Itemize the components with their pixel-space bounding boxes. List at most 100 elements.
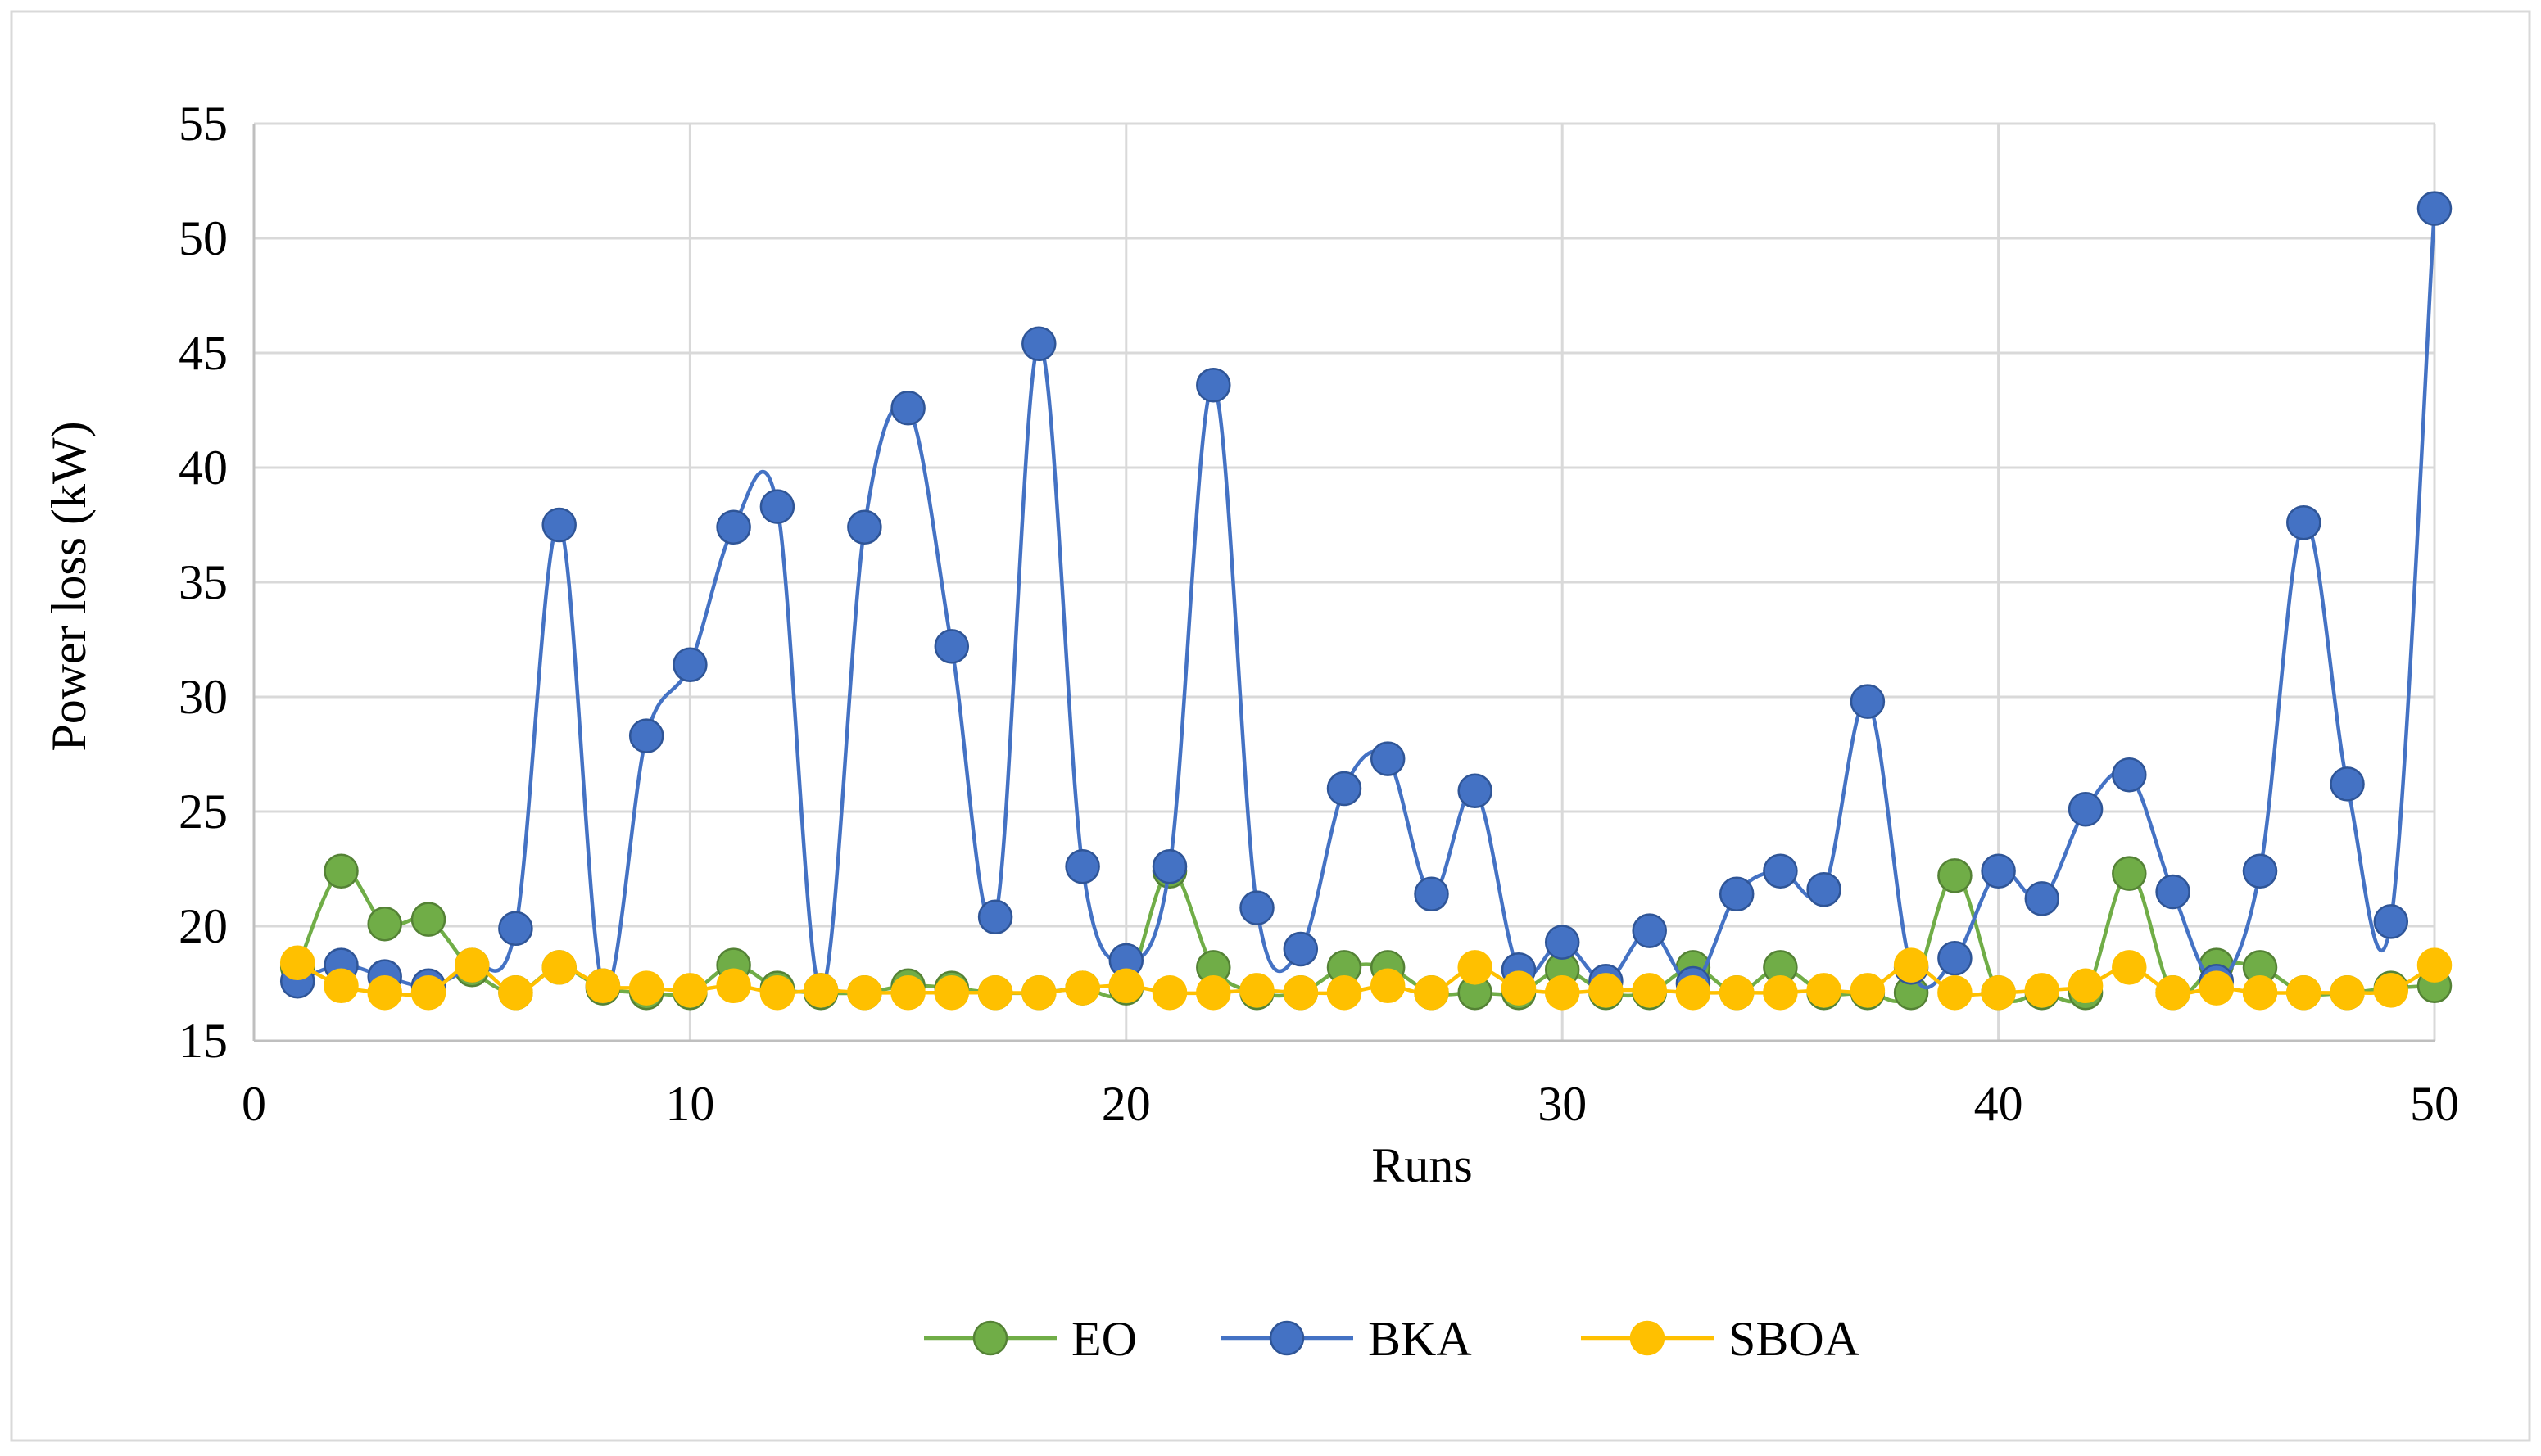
tick-labels: 15 20 25 30 35 40 45 50 55 0 10 20 30 40 50 (179, 97, 2459, 1131)
data-point-bka (1763, 853, 1798, 889)
data-point-sboa (1370, 968, 1406, 1004)
data-point-bka (2416, 191, 2453, 226)
data-point-sboa (541, 950, 577, 985)
data-point-bka (2330, 766, 2365, 802)
data-point-bka (934, 629, 970, 664)
data-point-bka (673, 647, 708, 683)
data-point-sboa (1981, 974, 2016, 1011)
axes (252, 124, 2435, 1042)
y-tick-label: 15 (179, 1014, 228, 1068)
data-point-sboa (1632, 973, 1667, 1008)
data-point-sboa (803, 973, 839, 1008)
y-tick-label: 25 (179, 785, 228, 839)
data-point-bka (1021, 326, 1057, 362)
x-tick-label: 40 (1974, 1077, 2023, 1131)
data-point-sboa (279, 945, 315, 981)
data-point-bka (2024, 881, 2060, 916)
data-point-eo (367, 906, 402, 942)
data-point-sboa (1588, 973, 1624, 1008)
legend-label: EO (1071, 1312, 1137, 1366)
data-point-sboa (2068, 968, 2104, 1004)
data-point-sboa (1108, 968, 1144, 1004)
data-point-bka (628, 718, 664, 753)
data-point-sboa (367, 974, 402, 1011)
data-point-sboa (1675, 974, 1711, 1011)
x-tick-label: 30 (1538, 1077, 1587, 1131)
data-point-eo (2112, 856, 2147, 891)
data-point-sboa (1021, 974, 1057, 1011)
legend-marker (972, 1320, 1008, 1356)
data-point-bka (1152, 848, 1188, 884)
x-tick-label: 20 (1102, 1077, 1151, 1131)
data-point-sboa (1501, 970, 1537, 1006)
y-tick-label: 40 (179, 441, 228, 495)
data-point-bka (1981, 853, 2016, 889)
y-tick-label: 50 (179, 211, 228, 265)
data-point-bka (1632, 913, 1667, 948)
data-point-sboa (2155, 974, 2190, 1011)
data-point-sboa (2199, 970, 2235, 1006)
data-point-sboa (673, 973, 708, 1008)
data-point-sboa (2286, 974, 2321, 1011)
data-point-sboa (498, 974, 533, 1011)
data-point-bka (498, 911, 533, 947)
data-point-sboa (410, 974, 446, 1011)
data-point-sboa (1152, 974, 1188, 1011)
data-point-bka (2286, 504, 2321, 540)
data-point-bka (2242, 853, 2278, 889)
data-point-sboa (890, 974, 926, 1011)
data-point-bka (759, 489, 795, 524)
data-point-bka (1239, 890, 1275, 925)
data-point-sboa (1937, 974, 1973, 1011)
data-point-sboa (1719, 974, 1755, 1011)
data-point-sboa (1806, 973, 1841, 1008)
data-point-sboa (1326, 974, 1362, 1011)
data-point-bka (1065, 848, 1100, 884)
legend-marker (1629, 1320, 1665, 1356)
data-point-sboa (2024, 973, 2060, 1008)
data-point-sboa (2112, 950, 2147, 985)
data-point-sboa (1893, 947, 1929, 983)
data-point-bka (1850, 684, 1886, 719)
legend-item-eo: EO (924, 1312, 1137, 1366)
data-point-bka (541, 507, 577, 543)
data-point-bka (1283, 931, 1319, 967)
data-point-bka (1370, 741, 1406, 776)
data-point-sboa (759, 974, 795, 1011)
data-point-sboa (1196, 974, 1231, 1011)
data-point-bka (1544, 925, 1580, 960)
data-point-sboa (847, 974, 882, 1011)
data-point-sboa (977, 974, 1013, 1011)
y-tick-label: 55 (179, 97, 228, 151)
data-point-sboa (1414, 974, 1449, 1011)
data-point-sboa (628, 970, 664, 1006)
data-point-bka (1326, 771, 1362, 807)
legend-label: BKA (1368, 1312, 1472, 1366)
data-point-sboa (1457, 950, 1492, 985)
legend-item-bka: BKA (1221, 1312, 1472, 1366)
data-point-sboa (2330, 974, 2365, 1011)
gridlines (254, 122, 2436, 1041)
y-tick-label: 35 (179, 555, 228, 609)
data-point-sboa (1283, 974, 1319, 1011)
data-point-bka (2112, 757, 2147, 793)
x-tick-label: 50 (2410, 1077, 2459, 1131)
legend-label: SBOA (1728, 1312, 1859, 1366)
x-axis-title: Runs (1371, 1138, 1472, 1192)
data-point-sboa (1239, 973, 1275, 1008)
data-point-bka (1196, 367, 1231, 403)
data-point-sboa (324, 968, 359, 1004)
data-point-bka (1457, 773, 1492, 809)
data-point-sboa (454, 947, 490, 983)
data-point-sboa (716, 968, 751, 1004)
data-point-sboa (2373, 973, 2409, 1008)
legend-item-sboa: SBOA (1581, 1312, 1859, 1366)
x-tick-label: 0 (242, 1077, 266, 1131)
data-point-sboa (1763, 974, 1798, 1011)
data-point-bka (977, 899, 1013, 935)
data-point-eo (410, 902, 446, 937)
data-point-bka (2068, 791, 2104, 827)
data-point-eo (324, 853, 359, 889)
legend: EO BKA SBOA (924, 1312, 1859, 1366)
